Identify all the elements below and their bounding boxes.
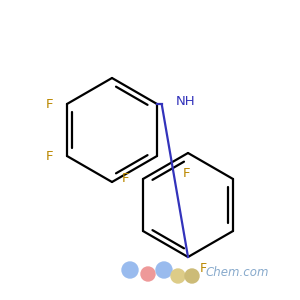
- Circle shape: [185, 269, 199, 283]
- Text: Chem.com: Chem.com: [205, 266, 269, 278]
- Text: F: F: [182, 167, 190, 180]
- Text: F: F: [200, 262, 207, 275]
- Text: F: F: [122, 172, 129, 185]
- Text: F: F: [46, 149, 53, 163]
- Circle shape: [171, 269, 185, 283]
- Text: NH: NH: [176, 95, 196, 109]
- Text: F: F: [46, 98, 53, 110]
- Circle shape: [141, 267, 155, 281]
- Circle shape: [122, 262, 138, 278]
- Circle shape: [156, 262, 172, 278]
